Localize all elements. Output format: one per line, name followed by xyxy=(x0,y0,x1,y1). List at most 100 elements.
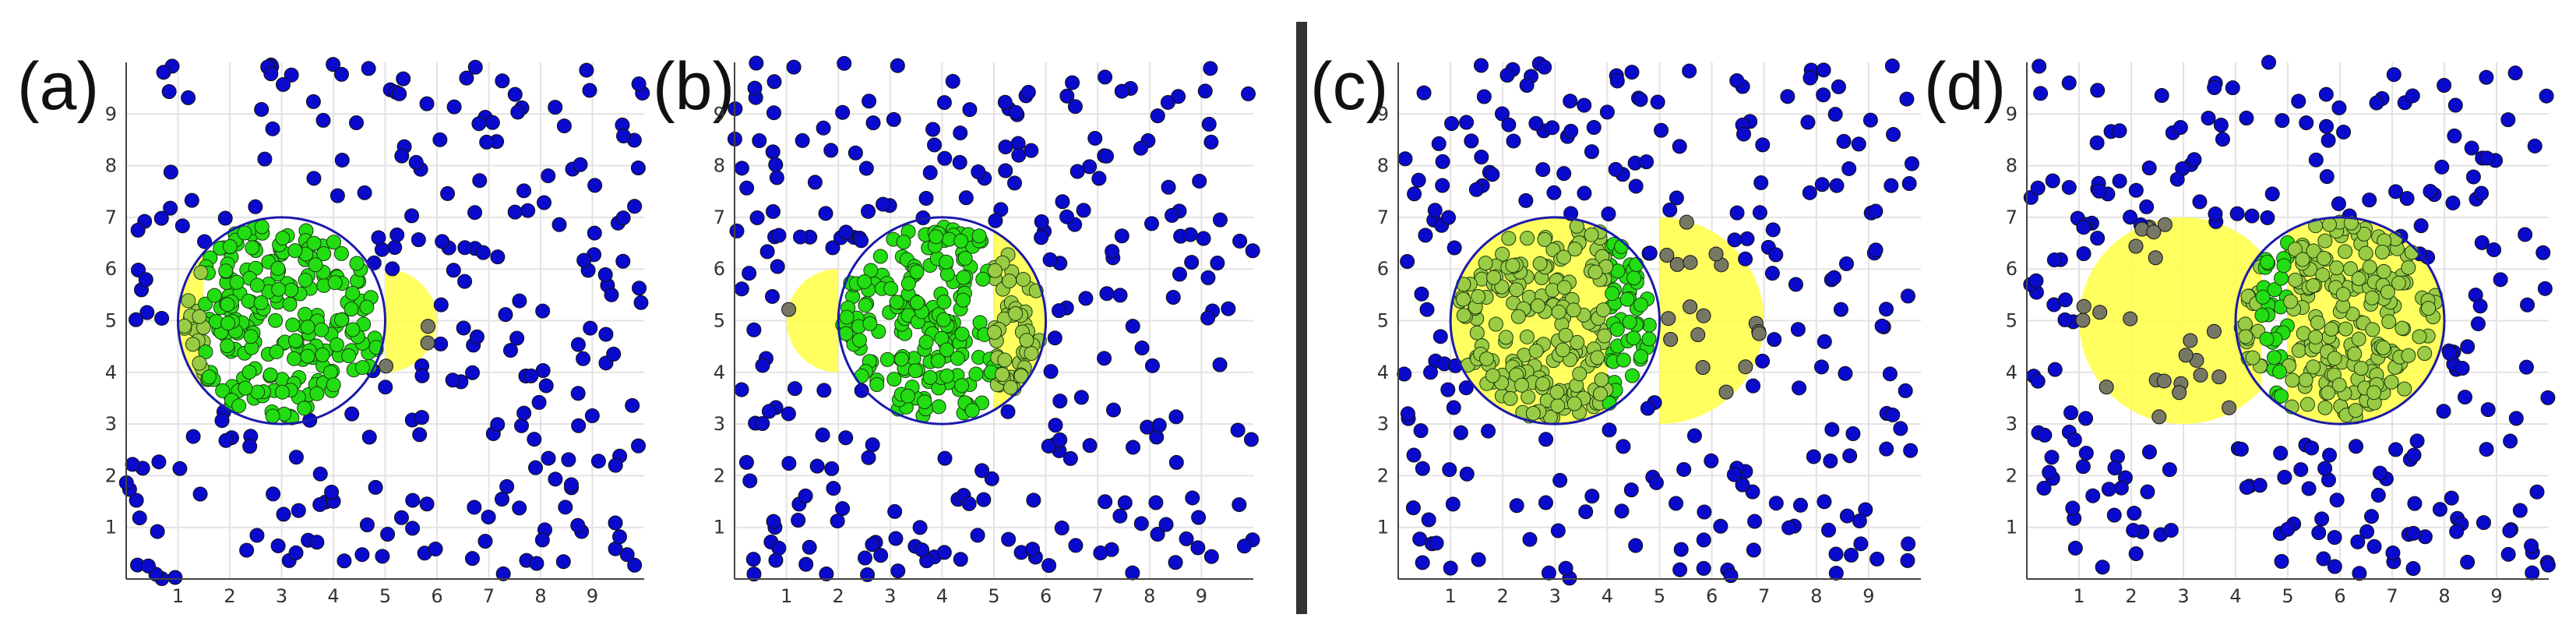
scatter-point xyxy=(1112,508,1128,524)
scatter-point xyxy=(1165,207,1180,223)
scatter-point xyxy=(167,570,183,585)
scatter-point xyxy=(752,133,767,149)
scatter-point xyxy=(2151,409,2167,425)
scatter-point xyxy=(2046,252,2062,268)
scatter-point xyxy=(1026,493,1041,508)
scatter-point xyxy=(1626,330,1641,346)
scatter-point xyxy=(1411,172,1426,188)
scatter-point xyxy=(1755,353,1771,369)
scatter-point xyxy=(2099,380,2114,395)
scatter-point xyxy=(507,204,523,220)
scatter-point xyxy=(288,545,304,560)
scatter-point xyxy=(2399,191,2415,207)
scatter-point xyxy=(1471,289,1486,305)
y-tick-label: 3 xyxy=(714,413,725,435)
scatter-point xyxy=(529,556,544,571)
scatter-point xyxy=(1510,309,1526,324)
scatter-point xyxy=(2366,538,2382,554)
scatter-point xyxy=(2447,97,2463,113)
scatter-point xyxy=(1203,134,1219,150)
scatter-point xyxy=(2090,231,2106,246)
sensing-circle xyxy=(1449,216,1662,425)
scatter-point xyxy=(2384,374,2399,390)
scatter-point xyxy=(291,503,306,518)
scatter-point xyxy=(958,190,974,206)
scatter-point xyxy=(2090,83,2106,98)
scatter-point xyxy=(734,161,749,176)
scatter-point xyxy=(1418,228,1433,243)
scatter-point xyxy=(627,557,643,573)
panel-4: (d) 1 2 3 4 5 6 7 8 9 1 2 3 4 5 6 7 8 9 xyxy=(1924,49,2556,607)
scatter-point xyxy=(154,310,170,326)
scatter-point xyxy=(1626,270,1642,286)
x-tick-label: 2 xyxy=(1497,585,1509,607)
scatter-point xyxy=(181,293,196,309)
scatter-point xyxy=(2047,362,2063,377)
scatter-point xyxy=(1708,246,1724,262)
scatter-point xyxy=(851,332,867,348)
scatter-point xyxy=(1672,139,1687,154)
scatter-point xyxy=(2076,220,2091,235)
scatter-point xyxy=(2537,281,2553,296)
scatter-point xyxy=(759,244,775,260)
scatter-point xyxy=(1608,161,1623,177)
y-tick-label: 1 xyxy=(714,517,725,538)
scatter-point xyxy=(1509,282,1524,298)
scatter-point xyxy=(237,225,252,241)
scatter-point xyxy=(816,383,832,398)
scatter-point xyxy=(1047,330,1062,346)
scatter-point xyxy=(512,500,527,516)
scatter-point xyxy=(1240,86,1256,101)
scatter-point xyxy=(954,378,970,394)
scatter-point xyxy=(285,317,301,333)
scatter-point xyxy=(746,322,762,337)
scatter-point xyxy=(1203,549,1219,564)
scatter-point xyxy=(1144,216,1159,231)
scatter-point xyxy=(520,203,536,218)
scatter-point xyxy=(953,552,968,567)
scatter-point xyxy=(198,296,213,312)
scatter-point xyxy=(490,417,506,433)
scatter-point xyxy=(324,484,340,500)
highlight-region xyxy=(786,269,839,372)
scatter-point xyxy=(238,380,253,396)
scatter-point xyxy=(345,285,361,301)
scatter-point xyxy=(420,335,435,351)
y-tick-label: 9 xyxy=(714,103,725,125)
scatter-point xyxy=(306,235,322,251)
scatter-point xyxy=(316,245,332,261)
scatter-point xyxy=(2391,275,2406,291)
scatter-point xyxy=(408,154,424,170)
scatter-point xyxy=(1738,359,1753,375)
scatter-point xyxy=(615,129,631,144)
scatter-point xyxy=(2470,316,2486,331)
scatter-point xyxy=(1903,443,1919,458)
scatter-point xyxy=(249,528,265,543)
scatter-point xyxy=(2030,180,2046,196)
scatter-point xyxy=(1519,77,1535,93)
scatter-point xyxy=(551,217,567,232)
y-tick-label: 7 xyxy=(2006,207,2017,228)
scatter-point xyxy=(865,537,880,553)
scatter-point xyxy=(2044,450,2060,465)
y-tick-label: 2 xyxy=(714,464,725,486)
scatter-point xyxy=(608,457,623,473)
y-tick-label: 1 xyxy=(2006,517,2017,538)
scatter-point xyxy=(1535,376,1551,392)
scatter-point xyxy=(1792,497,1808,513)
scatter-point xyxy=(2030,373,2046,389)
scatter-point xyxy=(125,457,140,472)
scatter-point xyxy=(1868,203,1884,219)
scatter-point xyxy=(1816,62,1831,78)
scatter-point xyxy=(900,276,916,291)
scatter-point xyxy=(2057,312,2073,327)
scatter-point xyxy=(957,250,973,266)
scatter-point xyxy=(1697,504,1712,520)
scatter-point xyxy=(893,351,909,367)
scatter-point xyxy=(771,228,787,243)
scatter-point xyxy=(1556,166,1572,182)
scatter-point xyxy=(268,312,284,328)
scatter-point xyxy=(138,272,153,288)
scatter-point xyxy=(1052,394,1068,409)
scatter-point xyxy=(1800,115,1816,130)
